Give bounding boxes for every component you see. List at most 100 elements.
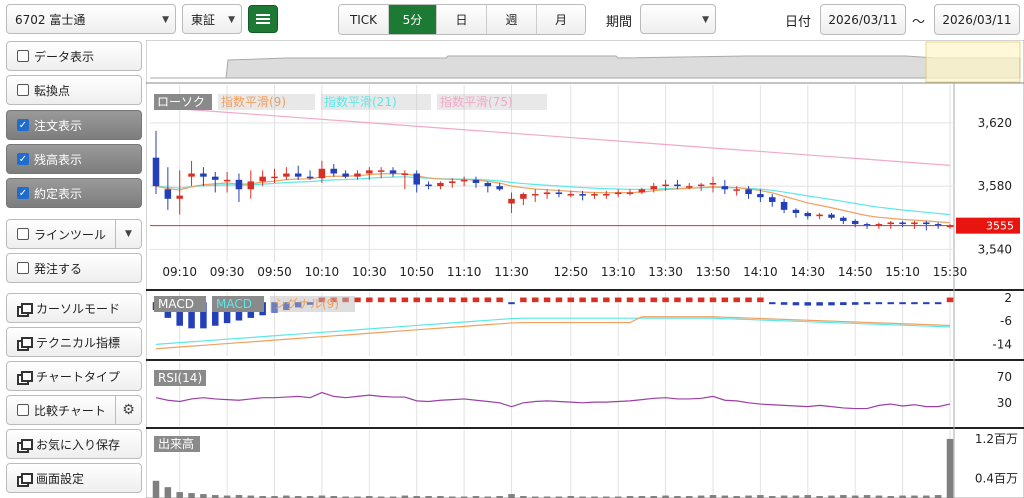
macd-bar <box>662 297 669 303</box>
macd-line <box>155 317 951 345</box>
volume-bar <box>721 495 729 498</box>
candle-body <box>449 181 456 183</box>
market-select[interactable]: 東証 ▼ <box>182 4 242 34</box>
volume-bar <box>377 496 385 498</box>
candle-body <box>626 192 634 194</box>
volume-bar <box>591 496 598 498</box>
sidebar-label: テクニカル指標 <box>36 335 121 350</box>
tab-5min[interactable]: 5分 <box>389 5 437 34</box>
time-label: 15:10 <box>885 265 920 279</box>
time-label: 09:50 <box>257 265 292 279</box>
sidebar-label: ラインツール <box>34 227 107 242</box>
volume-bar <box>176 492 183 498</box>
technical-button[interactable]: テクニカル指標 <box>6 327 142 357</box>
volume-bar <box>614 496 622 498</box>
compare-chart-toggle[interactable]: 比較チャート ⚙ <box>6 395 142 425</box>
ema9-line <box>155 173 951 224</box>
candle-body <box>780 201 788 210</box>
tab-tick[interactable]: TICK <box>339 5 389 34</box>
macd-bar <box>567 297 575 303</box>
macd-bar <box>792 302 800 306</box>
stock-select[interactable]: 6702 富士通 ▼ <box>6 4 176 34</box>
list-button[interactable] <box>248 5 278 33</box>
candle-body <box>389 170 397 174</box>
volume-bar <box>330 496 338 498</box>
volume-bar <box>946 438 954 498</box>
line-tool-toggle[interactable]: ラインツール ▼ <box>6 219 142 249</box>
candle-body <box>567 194 575 196</box>
sidebar-label: 転換点 <box>34 83 71 98</box>
volume-bar <box>271 496 278 498</box>
gear-icon[interactable]: ⚙ <box>115 396 141 424</box>
stock-label: 6702 富士通 <box>15 12 86 27</box>
candle-body <box>911 222 918 225</box>
volume-bar <box>200 494 207 498</box>
macd-bar <box>484 297 492 303</box>
chart-type-button[interactable]: チャートタイプ <box>6 361 142 391</box>
macd-bar <box>899 302 906 305</box>
candle-body <box>662 184 669 187</box>
checkmark-icon: ✓ <box>17 119 29 131</box>
volume-bar <box>342 496 349 498</box>
period-select[interactable]: ▼ <box>640 4 716 34</box>
time-label: 14:10 <box>743 265 778 279</box>
macd-bar <box>472 297 480 303</box>
time-label: 15:30 <box>933 265 968 279</box>
chart-area[interactable]: 09:10 09:30 09:50 10:10 10:30 10:50 11:10 11:30… <box>145 39 1024 498</box>
tab-day[interactable]: 日 <box>437 5 487 34</box>
volume-bar <box>425 496 432 498</box>
macd-bar <box>733 297 740 303</box>
candle-body <box>875 224 883 226</box>
macd-bar <box>816 302 823 306</box>
volume-bar <box>437 496 444 498</box>
data-display-toggle[interactable]: データ表示 <box>6 41 142 71</box>
position-display-toggle[interactable]: ✓ 残高表示 <box>6 144 142 174</box>
cursor-mode-button[interactable]: カーソルモード <box>6 293 142 323</box>
macd-bar <box>851 302 859 305</box>
candle-body <box>366 170 373 174</box>
turning-point-toggle[interactable]: 転換点 <box>6 75 142 105</box>
macd-bar <box>757 297 764 303</box>
timeframe-tabs: TICK 5分 日 週 月 <box>338 4 586 35</box>
favorites-button[interactable]: お気に入り保存 <box>6 429 142 459</box>
macd-bar <box>591 297 598 303</box>
time-label: 12:50 <box>553 265 588 279</box>
volume-bar <box>674 496 681 498</box>
execution-display-toggle[interactable]: ✓ 約定表示 <box>6 178 142 208</box>
chevron-down-icon: ▼ <box>162 15 169 25</box>
checkbox-icon <box>17 50 29 62</box>
macd-bar <box>697 297 705 303</box>
checkbox-icon <box>17 404 29 416</box>
candle-body <box>733 189 740 191</box>
volume-bar <box>484 496 492 498</box>
candle-body <box>484 182 492 187</box>
volume-bar <box>638 496 646 498</box>
volume-bar <box>567 496 575 498</box>
volume-bar <box>662 495 669 498</box>
candle-body <box>887 222 895 225</box>
date-from-input[interactable]: 2026/03/11 <box>820 4 906 35</box>
order-toggle[interactable]: 発注する <box>6 253 142 283</box>
volume-bar <box>211 495 219 498</box>
candle-body <box>176 195 183 199</box>
macd-bar <box>828 302 835 306</box>
macd-bar <box>401 297 409 303</box>
tab-week[interactable]: 週 <box>487 5 537 34</box>
candle-body <box>306 176 314 179</box>
sidebar-label: チャートタイプ <box>36 369 120 384</box>
order-display-toggle[interactable]: ✓ 注文表示 <box>6 110 142 140</box>
macd-bar <box>366 297 373 303</box>
volume-bar <box>792 495 800 498</box>
screen-settings-button[interactable]: 画面設定 <box>6 463 142 493</box>
chart-svg[interactable]: 09:10 09:30 09:50 10:10 10:30 10:50 11:10 11:30… <box>145 39 1024 498</box>
time-label: 14:30 <box>790 265 825 279</box>
candle-body <box>721 186 729 190</box>
volume-bar <box>626 496 634 498</box>
tab-month[interactable]: 月 <box>537 5 585 34</box>
candle-body <box>200 173 207 177</box>
checkmark-icon: ✓ <box>17 153 29 165</box>
candle-body <box>591 194 598 196</box>
date-to-input[interactable]: 2026/03/11 <box>934 4 1020 35</box>
macd-bar <box>650 297 657 303</box>
chevron-down-icon[interactable]: ▼ <box>115 220 141 248</box>
